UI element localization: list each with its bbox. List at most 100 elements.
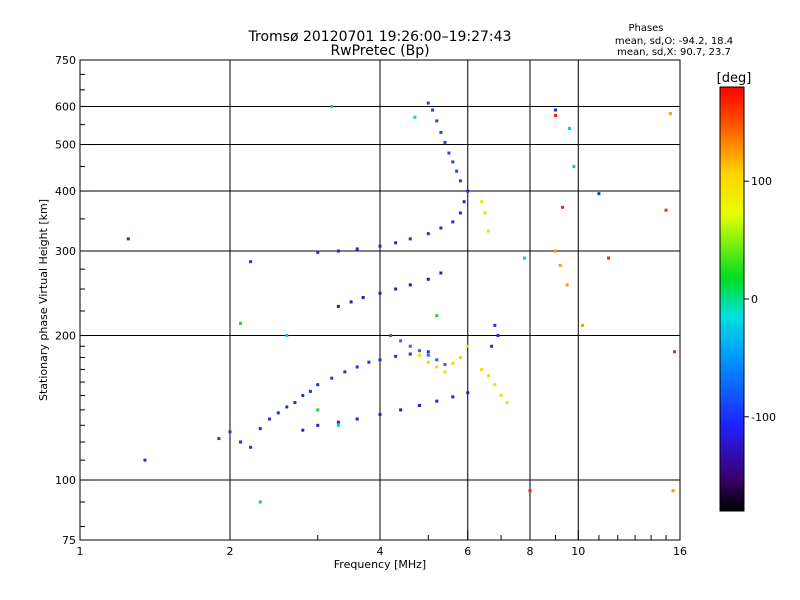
chart-subtitle: RwPretec (Bp) xyxy=(330,43,429,59)
data-point xyxy=(439,226,443,230)
data-point xyxy=(399,339,403,343)
colorbar xyxy=(719,86,745,512)
data-point xyxy=(316,423,320,427)
data-point xyxy=(258,427,262,431)
axis-ticks xyxy=(79,59,681,541)
data-point xyxy=(426,101,430,105)
data-point xyxy=(355,247,359,251)
data-point xyxy=(607,256,611,260)
data-point xyxy=(565,283,569,287)
data-point xyxy=(417,349,421,353)
x-tick-label: 4 xyxy=(377,545,384,558)
data-point xyxy=(426,277,430,281)
y-tick-label: 500 xyxy=(55,139,76,152)
data-point xyxy=(451,361,455,365)
x-tick-label: 8 xyxy=(527,545,534,558)
data-point xyxy=(493,323,497,327)
data-point xyxy=(458,211,462,215)
y-tick-label: 300 xyxy=(55,245,76,258)
y-tick-label: 200 xyxy=(55,330,76,343)
data-point xyxy=(466,189,470,193)
data-point xyxy=(426,353,430,357)
data-point xyxy=(316,408,320,412)
data-point xyxy=(378,244,382,248)
data-point xyxy=(435,119,439,123)
data-point xyxy=(673,350,677,354)
data-point xyxy=(426,350,430,354)
data-point xyxy=(316,383,320,387)
data-point xyxy=(435,314,439,318)
data-point xyxy=(249,260,253,264)
data-point xyxy=(285,405,289,409)
data-point xyxy=(439,130,443,134)
data-point xyxy=(394,354,398,358)
data-point xyxy=(399,408,403,412)
x-tick-label: 10 xyxy=(571,545,585,558)
y-tick-label: 750 xyxy=(55,54,76,67)
data-point xyxy=(301,394,305,398)
data-point xyxy=(217,437,221,441)
data-point xyxy=(567,126,571,130)
data-point xyxy=(480,200,484,204)
data-point xyxy=(561,205,565,209)
data-point xyxy=(389,334,393,338)
data-point xyxy=(308,389,312,393)
data-point xyxy=(597,192,601,196)
data-point xyxy=(276,411,280,415)
data-point xyxy=(285,334,289,338)
data-point xyxy=(443,370,447,374)
data-point xyxy=(483,211,487,215)
stats-line-o: mean, sd,O: -94.2, 18.4 xyxy=(615,36,733,47)
data-point xyxy=(378,291,382,295)
data-point xyxy=(558,263,562,267)
data-point xyxy=(378,412,382,416)
data-point xyxy=(451,220,455,224)
y-tick-labels: 75 100 200 300 400 500 600 750 xyxy=(55,54,76,547)
data-point xyxy=(451,160,455,164)
data-point xyxy=(316,250,320,254)
colorbar-tick-label: 0 xyxy=(751,293,758,306)
data-point xyxy=(455,169,459,173)
data-point xyxy=(458,355,462,359)
data-point xyxy=(408,344,412,348)
data-point xyxy=(443,363,447,367)
data-point xyxy=(293,401,297,405)
data-point xyxy=(336,423,340,427)
data-point xyxy=(417,403,421,407)
data-point xyxy=(408,352,412,356)
data-point xyxy=(572,164,576,168)
data-point xyxy=(413,115,417,119)
data-point xyxy=(490,344,494,348)
x-tick-labels: 1 2 4 6 8 10 16 xyxy=(77,545,688,558)
data-point xyxy=(431,108,435,112)
data-point xyxy=(458,179,462,183)
x-tick-label: 16 xyxy=(673,545,687,558)
data-point xyxy=(355,417,359,421)
data-point xyxy=(462,200,466,204)
data-point xyxy=(239,321,243,325)
data-points xyxy=(126,101,677,504)
data-point xyxy=(671,489,675,493)
data-point xyxy=(466,344,470,348)
data-point xyxy=(426,360,430,364)
colorbar-label: [deg] xyxy=(717,71,752,86)
data-point xyxy=(451,395,455,399)
grid-lines xyxy=(80,60,680,540)
data-point xyxy=(355,365,359,369)
data-point xyxy=(426,232,430,236)
data-point xyxy=(486,229,490,233)
data-point xyxy=(143,458,147,462)
x-axis-label: Frequency [MHz] xyxy=(334,558,426,571)
colorbar-tick-label: -100 xyxy=(751,411,776,424)
data-point xyxy=(126,237,130,241)
data-point xyxy=(499,394,503,398)
data-point xyxy=(523,256,527,260)
data-point xyxy=(367,360,371,364)
data-point xyxy=(228,430,232,434)
x-tick-label: 1 xyxy=(77,545,84,558)
data-point xyxy=(553,108,557,112)
data-point xyxy=(668,112,672,116)
data-point xyxy=(447,151,451,155)
data-point xyxy=(480,367,484,371)
colorbar-tick-label: 100 xyxy=(751,175,772,188)
